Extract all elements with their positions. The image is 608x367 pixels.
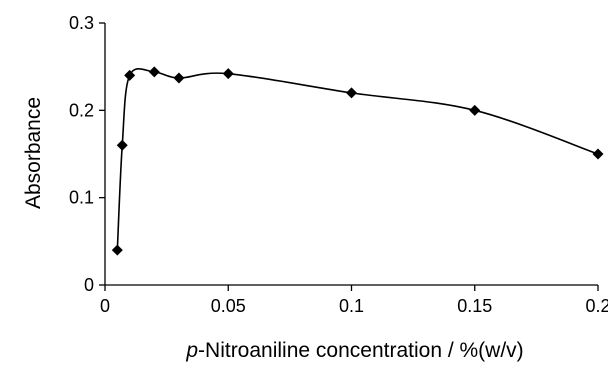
x-tick-label: 0.1 xyxy=(339,296,364,316)
y-tick-label: 0.1 xyxy=(69,188,94,208)
x-tick-label: 0.15 xyxy=(457,296,492,316)
series-line xyxy=(116,68,599,251)
y-tick-label: 0.3 xyxy=(69,13,94,33)
tick-labels: 0 0.1 0.2 0.3 0 0.05 0.1 0.15 0.2 xyxy=(69,13,608,316)
data-point xyxy=(148,66,160,78)
data-point xyxy=(111,244,123,256)
x-axis-title-prefix: p xyxy=(185,339,198,362)
x-tick-label: 0.05 xyxy=(211,296,246,316)
y-tick-label: 0 xyxy=(84,275,94,295)
data-point xyxy=(346,87,357,99)
y-tick-label: 0.2 xyxy=(69,100,94,120)
markers xyxy=(111,66,604,256)
data-point xyxy=(116,139,128,151)
data-point xyxy=(222,68,234,80)
x-axis-title-rest: -Nitroaniline concentration / %(w/v) xyxy=(198,339,524,362)
data-point xyxy=(469,104,481,116)
data-point xyxy=(124,69,136,81)
x-tick-label: 0.2 xyxy=(585,296,608,316)
ticks xyxy=(99,22,599,291)
data-point xyxy=(173,72,185,84)
axes xyxy=(104,23,598,286)
x-axis-title: p-Nitroaniline concentration / %(w/v) xyxy=(185,339,523,362)
data-point xyxy=(592,148,604,160)
y-axis-title: Absorbance xyxy=(22,97,45,209)
x-tick-label: 0 xyxy=(100,296,110,316)
